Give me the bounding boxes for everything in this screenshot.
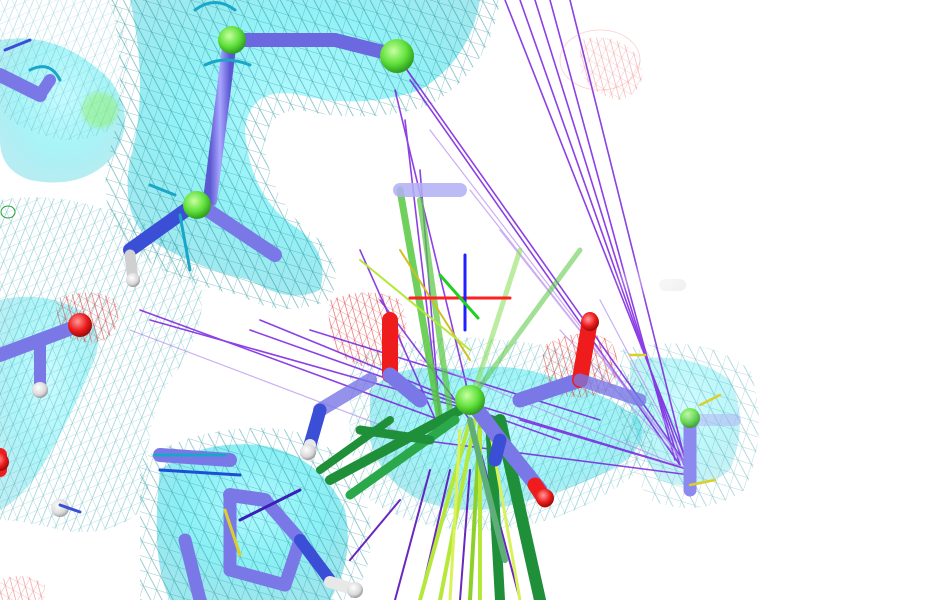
glow-highlights: [0, 29, 680, 292]
coordinate-axes: [408, 253, 512, 332]
atoms: [0, 26, 700, 598]
mesh-top-right-red: [580, 37, 643, 100]
mesh-left: [0, 197, 202, 532]
thin-bonds: [3, 1, 722, 557]
ligand-sticks: [316, 186, 583, 600]
mesh-red-bottom-left: [0, 576, 45, 600]
mesh-top: [105, 0, 500, 309]
